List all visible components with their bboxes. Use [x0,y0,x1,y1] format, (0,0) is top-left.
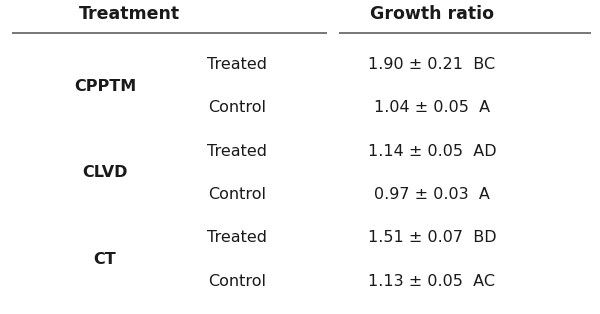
Text: 1.51 ± 0.07  BD: 1.51 ± 0.07 BD [368,230,496,245]
Text: CPPTM: CPPTM [74,78,136,94]
Text: 0.97 ± 0.03  A: 0.97 ± 0.03 A [374,187,490,202]
Text: Treated: Treated [207,230,267,245]
Text: 1.90 ± 0.21  BC: 1.90 ± 0.21 BC [368,57,496,72]
Text: Control: Control [208,100,266,115]
Text: CLVD: CLVD [82,165,128,180]
Text: 1.14 ± 0.05  AD: 1.14 ± 0.05 AD [368,143,496,159]
Text: CT: CT [94,252,116,267]
Text: 1.13 ± 0.05  AC: 1.13 ± 0.05 AC [368,273,496,289]
Text: Control: Control [208,273,266,289]
Text: Treated: Treated [207,57,267,72]
Text: Treatment: Treatment [79,5,179,23]
Text: Treated: Treated [207,143,267,159]
Text: Growth ratio: Growth ratio [370,5,494,23]
Text: Control: Control [208,187,266,202]
Text: 1.04 ± 0.05  A: 1.04 ± 0.05 A [374,100,490,115]
